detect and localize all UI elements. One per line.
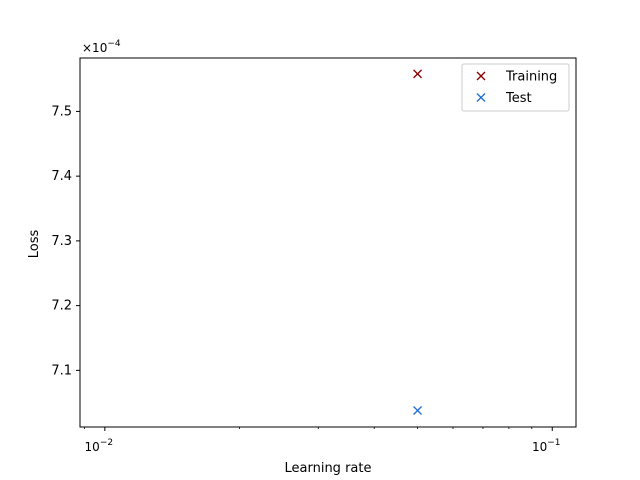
legend-box <box>461 63 570 112</box>
y-tick-label: 7.5 <box>51 104 72 119</box>
x-tick-label: 10−2 <box>85 438 114 454</box>
y-axis-label: Loss <box>27 230 42 259</box>
x-axis-label: Learning rate <box>285 461 372 476</box>
y-tick-label: 7.1 <box>51 363 72 378</box>
y-offset-label: ×10−4 <box>82 39 121 55</box>
training-point <box>413 69 423 79</box>
plot-area-frame <box>79 57 577 428</box>
legend: Training Test <box>461 63 570 112</box>
y-tick-label: 7.3 <box>51 234 72 249</box>
y-tick-label: 7.2 <box>51 299 72 314</box>
test-point <box>413 406 423 415</box>
legend-test-marker <box>476 93 486 102</box>
legend-training-marker <box>476 71 486 81</box>
y-tick-label: 7.4 <box>51 169 72 184</box>
legend-test-label: Test <box>505 91 532 106</box>
x-tick-label: 10−1 <box>532 438 561 454</box>
legend-training-label: Training <box>505 70 557 85</box>
